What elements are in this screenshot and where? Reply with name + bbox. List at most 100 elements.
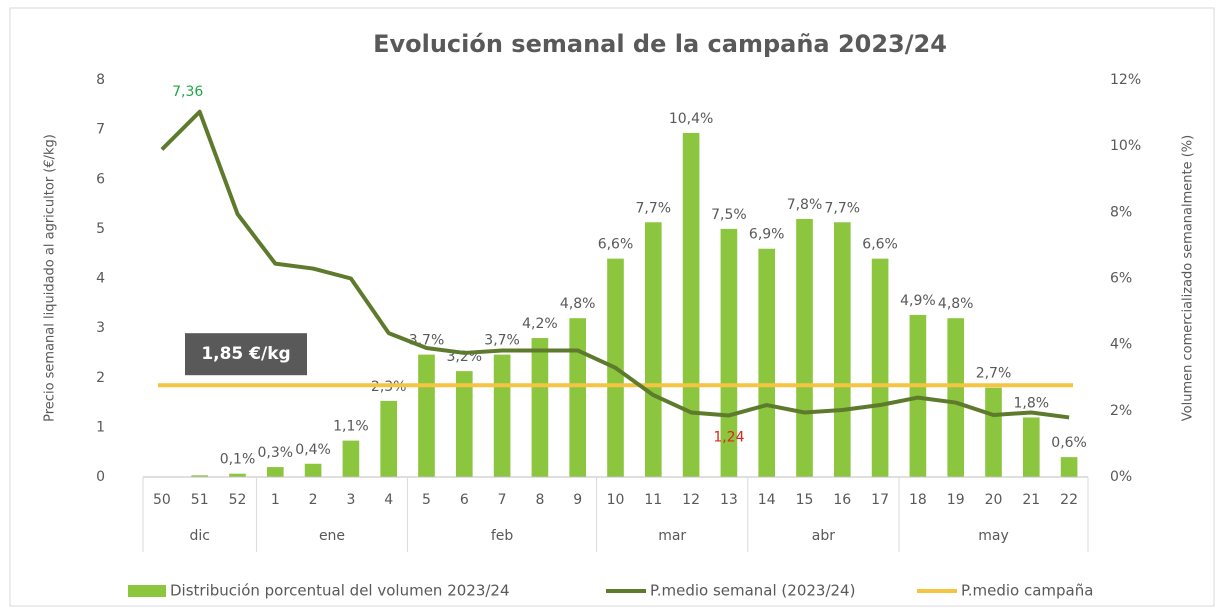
legend-label: P.medio campaña — [961, 582, 1093, 600]
data-label: 7,7% — [825, 200, 861, 216]
x-tick-label: 20 — [985, 492, 1003, 508]
data-label: 0,6% — [1051, 435, 1087, 451]
data-label: 7,7% — [636, 200, 672, 216]
y2-axis-label: Volumen comercializado semanalmente (%) — [1181, 135, 1196, 421]
x-tick-label: 19 — [947, 492, 965, 508]
group-label: dic — [189, 528, 209, 544]
group-label: ene — [319, 528, 345, 544]
x-tick-label: 21 — [1022, 492, 1040, 508]
average-box — [185, 333, 307, 376]
group-label: abr — [812, 528, 835, 544]
y2-tick-label: 2% — [1110, 403, 1132, 419]
group-label: feb — [491, 528, 514, 544]
x-tick-label: 9 — [573, 492, 582, 508]
bar — [1060, 457, 1078, 477]
x-tick-label: 13 — [720, 492, 738, 508]
legend-label: Distribución porcentual del volumen 2023… — [170, 582, 510, 600]
data-label: 4,8% — [938, 296, 974, 312]
y-tick-label: 2 — [96, 370, 105, 386]
y2-tick-label: 8% — [1110, 204, 1132, 220]
line — [160, 109, 1070, 420]
y2-tick-label: 0% — [1110, 469, 1132, 485]
bar — [833, 222, 851, 477]
bar — [758, 248, 776, 477]
y-tick-label: 5 — [96, 221, 105, 237]
y-tick-label: 4 — [96, 271, 105, 287]
x-tick-label: 3 — [346, 492, 355, 508]
bar — [569, 318, 587, 477]
bar — [796, 218, 813, 477]
y-tick-label: 8 — [96, 72, 105, 88]
x-tick-label: 22 — [1060, 492, 1078, 508]
data-label: 1,8% — [1014, 395, 1050, 411]
y2-tick-label: 10% — [1110, 138, 1141, 154]
x-tick-label: 10 — [607, 492, 625, 508]
y-tick-label: 6 — [96, 171, 105, 187]
data-label: 3,7% — [484, 333, 520, 349]
bar — [455, 371, 473, 477]
bar — [380, 400, 398, 477]
x-tick-label: 50 — [153, 492, 171, 508]
chart-title: Evolución semanal de la campaña 2023/24 — [373, 30, 947, 58]
bar — [418, 354, 435, 477]
x-tick-label: 11 — [644, 492, 662, 508]
average-label: 1,85 €/kg — [201, 344, 290, 364]
data-label: 0,4% — [295, 442, 331, 458]
data-label: 7,5% — [711, 207, 747, 223]
y-tick-label: 0 — [96, 469, 105, 485]
bar — [871, 258, 889, 477]
data-label: 6,9% — [749, 227, 785, 243]
x-tick-label: 17 — [871, 492, 889, 508]
bar — [531, 338, 549, 477]
data-label: 4,9% — [900, 293, 936, 309]
x-tick-label: 12 — [682, 492, 700, 508]
data-label: 6,6% — [862, 237, 898, 253]
bar — [644, 222, 662, 477]
x-tick-label: 8 — [535, 492, 544, 508]
line-data-label: 7,36 — [172, 84, 203, 100]
bar — [304, 463, 322, 477]
data-label: 4,2% — [522, 316, 558, 332]
bar — [229, 473, 246, 477]
bar — [493, 354, 511, 477]
y2-tick-label: 12% — [1110, 72, 1141, 88]
bar — [342, 440, 360, 477]
x-tick-label: 15 — [796, 492, 814, 508]
x-tick-label: 7 — [498, 492, 507, 508]
x-tick-label: 52 — [229, 492, 247, 508]
y2-tick-label: 4% — [1110, 337, 1132, 353]
bar — [682, 132, 700, 477]
data-label: 4,8% — [560, 296, 596, 312]
bar — [1022, 417, 1040, 477]
data-label: 10,4% — [669, 111, 713, 127]
data-label: 7,8% — [787, 197, 823, 213]
y-axis-label: Precio semanal liquidado al agricultor (… — [43, 134, 58, 422]
data-label: 1,1% — [333, 419, 369, 435]
x-tick-label: 14 — [758, 492, 776, 508]
group-label: mar — [658, 528, 686, 544]
legend-swatch — [128, 585, 166, 597]
data-label: 0,1% — [220, 452, 256, 468]
bar — [985, 387, 1002, 477]
x-tick-label: 5 — [422, 492, 431, 508]
data-label: 2,7% — [976, 366, 1012, 382]
x-tick-label: 16 — [833, 492, 851, 508]
y-tick-label: 3 — [96, 320, 105, 336]
data-label: 0,3% — [258, 445, 294, 461]
x-tick-label: 1 — [271, 492, 280, 508]
x-tick-label: 6 — [460, 492, 469, 508]
y2-tick-label: 6% — [1110, 271, 1132, 287]
line-data-label: 1,24 — [713, 429, 744, 445]
bar — [947, 318, 965, 477]
x-tick-label: 4 — [384, 492, 393, 508]
x-tick-label: 18 — [909, 492, 927, 508]
y-tick-label: 7 — [96, 122, 105, 138]
x-tick-label: 51 — [191, 492, 209, 508]
legend-label: P.medio semanal (2023/24) — [650, 582, 855, 600]
bar — [191, 475, 209, 477]
y-tick-label: 1 — [96, 419, 105, 435]
bar — [266, 467, 284, 477]
group-label: may — [978, 528, 1009, 544]
data-label: 6,6% — [598, 237, 634, 253]
